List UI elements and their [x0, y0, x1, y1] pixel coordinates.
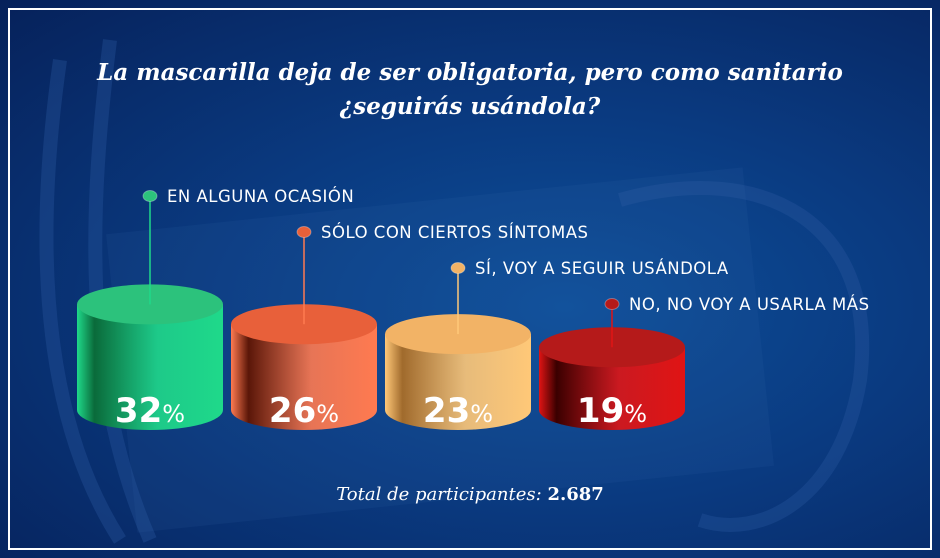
- cylinder-bar-4: NO, NO VOY A USARLA MÁS 19%: [539, 295, 870, 431]
- label-pin-dot: [296, 226, 312, 238]
- label-pin-dot: [142, 190, 158, 202]
- cylinder-body: [77, 304, 223, 430]
- total-participants: Total de participantes: 2.687: [0, 484, 940, 505]
- value-label: 19%: [577, 391, 647, 431]
- border-frame: [8, 8, 932, 550]
- label-pin-dot: [450, 262, 466, 274]
- category-label: SÍ, VOY A SEGUIR USÁNDOLA: [475, 259, 729, 278]
- total-label: Total de participantes:: [336, 484, 542, 505]
- chart-title: La mascarilla deja de ser obligatoria, p…: [0, 56, 940, 124]
- category-label: SÓLO CON CIERTOS SÍNTOMAS: [321, 223, 589, 242]
- label-pin-dot: [604, 298, 620, 310]
- cylinder-body: [231, 324, 377, 430]
- category-label: NO, NO VOY A USARLA MÁS: [629, 295, 870, 314]
- value-label: 32%: [115, 391, 185, 431]
- total-value: 2.687: [547, 484, 604, 505]
- title-line-1: La mascarilla deja de ser obligatoria, p…: [97, 59, 843, 86]
- category-label: EN ALGUNA OCASIÓN: [167, 187, 354, 206]
- cylinder-body: [385, 334, 531, 430]
- cylinder-bar-2: SÓLO CON CIERTOS SÍNTOMAS 26%: [231, 223, 589, 431]
- title-line-2: ¿seguirás usándola?: [339, 93, 601, 120]
- cylinder-bar-1: EN ALGUNA OCASIÓN 32%: [77, 187, 354, 431]
- cylinder-body: [539, 347, 685, 430]
- cylinder-bar-3: SÍ, VOY A SEGUIR USÁNDOLA 23%: [385, 259, 729, 431]
- value-label: 26%: [269, 391, 339, 431]
- value-label: 23%: [423, 391, 493, 431]
